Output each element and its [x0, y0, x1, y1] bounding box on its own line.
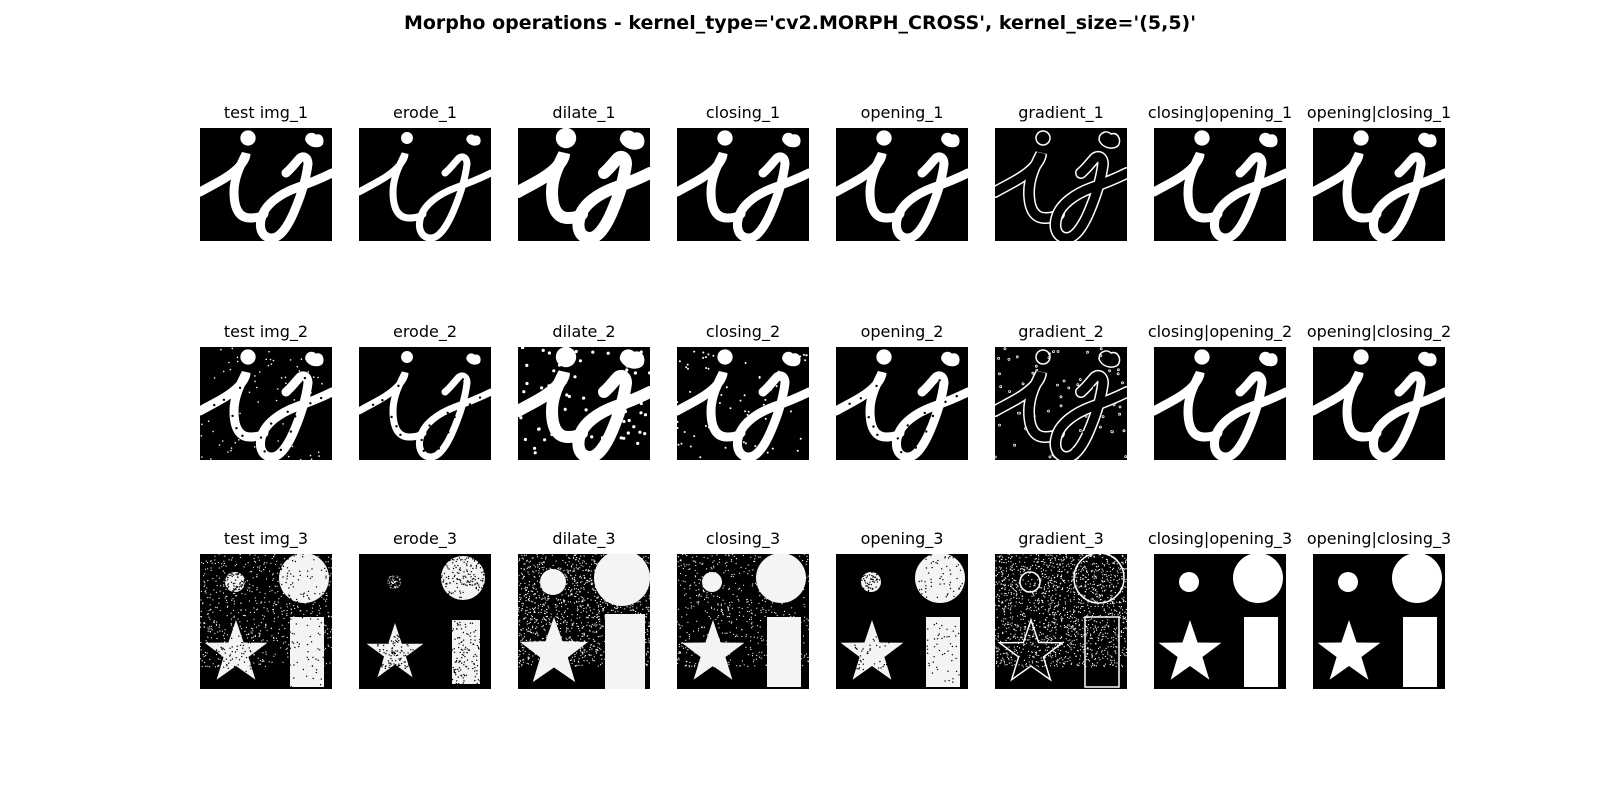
- subplot-gradient: gradient_2: [995, 323, 1127, 460]
- subplot-opening: opening_2: [836, 323, 968, 460]
- subplot-original: test img_3: [200, 530, 332, 689]
- subplot-title: dilate_3: [552, 529, 616, 548]
- image-panel: [200, 347, 332, 460]
- panel-image-gradient: [995, 347, 1127, 460]
- panel-image-dilate: [518, 347, 650, 460]
- subplot-clean: closing|opening_2: [1148, 323, 1292, 460]
- subplot-title: test img_1: [223, 103, 309, 122]
- subplot-title: opening_1: [860, 103, 944, 122]
- subplot-clean: closing|opening_3: [1148, 530, 1292, 689]
- image-panel: [677, 128, 809, 241]
- panel-image-original: [200, 347, 332, 460]
- subplot-title: gradient_2: [1018, 322, 1104, 341]
- panel-image-opening: [836, 349, 968, 460]
- subplot-title: dilate_2: [552, 322, 616, 341]
- subplot-title: erode_2: [392, 322, 458, 341]
- subplot-title: test img_2: [223, 322, 309, 341]
- panel-image-dilate: [518, 554, 650, 689]
- subplot-closing: closing_2: [677, 323, 809, 460]
- image-panel: [836, 554, 968, 689]
- image-panel: [200, 554, 332, 689]
- subplot-dilate: dilate_2: [518, 323, 650, 460]
- panel-image-clean: [1154, 349, 1286, 460]
- subplot-title: erode_3: [392, 529, 458, 548]
- image-panel: [995, 128, 1127, 241]
- image-panel: [359, 347, 491, 460]
- panel-image-erode: [359, 132, 491, 241]
- subplot-closing: closing_1: [677, 104, 809, 241]
- subplot-dilate: dilate_3: [518, 530, 650, 689]
- subplot-title: gradient_3: [1018, 529, 1104, 548]
- image-panel: [1154, 347, 1286, 460]
- image-panel: [518, 554, 650, 689]
- panel-image-erode: [366, 556, 485, 685]
- panel-image-erode: [359, 351, 491, 460]
- subplot-clean: closing|opening_1: [1148, 104, 1292, 241]
- subplot-title: opening_3: [860, 529, 944, 548]
- subplot-opening: opening_1: [836, 104, 968, 241]
- subplot-title: erode_1: [392, 103, 458, 122]
- image-panel: [518, 128, 650, 241]
- image-panel: [1313, 554, 1445, 689]
- image-panel: [1154, 554, 1286, 689]
- subplot-dilate: dilate_1: [518, 104, 650, 241]
- subplot-opening: opening_3: [836, 530, 968, 689]
- subplot-original: test img_1: [200, 104, 332, 241]
- subplot-title: closing_1: [705, 103, 781, 122]
- subplot-clean: opening|closing_3: [1307, 530, 1451, 689]
- image-panel: [677, 554, 809, 689]
- panel-image-clean: [1158, 554, 1283, 687]
- subplot-clean: opening|closing_1: [1307, 104, 1451, 241]
- subplot-erode: erode_1: [359, 104, 491, 241]
- subplot-title: opening|closing_2: [1306, 322, 1452, 341]
- subplot-title: closing|opening_3: [1147, 529, 1293, 548]
- subplot-title: gradient_1: [1018, 103, 1104, 122]
- panel-image-opening: [840, 554, 965, 687]
- image-panel: [995, 554, 1127, 689]
- image-panel: [518, 347, 650, 460]
- subplot-erode: erode_3: [359, 530, 491, 689]
- panel-image-opening: [836, 130, 968, 241]
- image-panel: [677, 347, 809, 460]
- subplot-title: dilate_1: [552, 103, 616, 122]
- subplot-gradient: gradient_3: [995, 530, 1127, 689]
- panel-image-closing: [677, 554, 809, 687]
- panel-image-original: [200, 130, 332, 241]
- panel-image-original: [200, 554, 332, 688]
- image-panel: [200, 128, 332, 241]
- panel-image-gradient: [995, 130, 1127, 241]
- figure-title: Morpho operations - kernel_type='cv2.MOR…: [403, 12, 1197, 34]
- panel-image-closing: [677, 349, 809, 460]
- subplot-title: opening|closing_3: [1306, 529, 1452, 548]
- panel-image-clean: [1154, 130, 1286, 241]
- image-panel: [1313, 347, 1445, 460]
- panel-image-closing: [677, 130, 809, 241]
- panel-image-gradient: [995, 554, 1127, 688]
- subplot-gradient: gradient_1: [995, 104, 1127, 241]
- subplot-closing: closing_3: [677, 530, 809, 689]
- image-panel: [1313, 128, 1445, 241]
- image-panel: [836, 128, 968, 241]
- panel-image-clean: [1313, 130, 1445, 241]
- image-panel: [995, 347, 1127, 460]
- subplot-title: opening|closing_1: [1306, 103, 1452, 122]
- image-panel: [836, 347, 968, 460]
- panel-image-clean: [1317, 554, 1442, 687]
- subplot-title: closing|opening_1: [1147, 103, 1293, 122]
- image-panel: [359, 554, 491, 689]
- subplot-erode: erode_2: [359, 323, 491, 460]
- subplot-title: closing_3: [705, 529, 781, 548]
- panel-image-clean: [1313, 349, 1445, 460]
- subplot-title: closing|opening_2: [1147, 322, 1293, 341]
- image-panel: [1154, 128, 1286, 241]
- subplot-title: test img_3: [223, 529, 309, 548]
- subplot-original: test img_2: [200, 323, 332, 460]
- subplot-title: closing_2: [705, 322, 781, 341]
- image-panel: [359, 128, 491, 241]
- subplot-title: opening_2: [860, 322, 944, 341]
- panel-image-dilate: [518, 128, 650, 241]
- subplot-clean: opening|closing_2: [1307, 323, 1451, 460]
